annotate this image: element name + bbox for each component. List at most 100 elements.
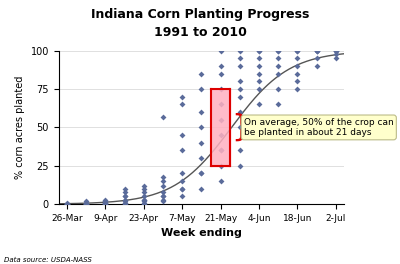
Point — [236, 164, 243, 168]
Text: Indiana Corn Planting Progress: Indiana Corn Planting Progress — [91, 8, 309, 21]
Point — [179, 171, 185, 176]
Point — [140, 197, 147, 202]
Point — [64, 202, 70, 206]
Point — [121, 197, 128, 202]
Text: }: } — [232, 113, 251, 142]
Point — [121, 199, 128, 203]
Point — [102, 202, 108, 206]
Point — [333, 49, 339, 53]
Point — [275, 49, 281, 53]
Point — [294, 49, 300, 53]
Point — [102, 202, 108, 206]
Point — [236, 79, 243, 83]
Point — [179, 133, 185, 137]
Point — [160, 194, 166, 199]
Point — [236, 64, 243, 68]
Point — [102, 201, 108, 205]
Point — [275, 56, 281, 60]
Point — [140, 190, 147, 194]
Point — [140, 202, 147, 206]
Point — [198, 141, 204, 145]
Y-axis label: % corn acres planted: % corn acres planted — [15, 76, 25, 179]
Point — [121, 202, 128, 206]
Point — [294, 64, 300, 68]
Point — [179, 95, 185, 99]
Point — [294, 56, 300, 60]
Point — [198, 156, 204, 160]
Point — [294, 79, 300, 83]
Point — [256, 72, 262, 76]
Point — [121, 190, 128, 194]
Point — [140, 199, 147, 203]
Point — [198, 171, 204, 176]
Point — [256, 64, 262, 68]
Point — [314, 49, 320, 53]
Point — [121, 187, 128, 191]
Point — [160, 115, 166, 119]
Point — [140, 184, 147, 188]
Point — [236, 148, 243, 153]
Point — [102, 199, 108, 203]
Point — [160, 190, 166, 194]
Point — [179, 194, 185, 199]
Point — [160, 199, 166, 203]
Point — [333, 49, 339, 53]
Point — [83, 202, 89, 206]
Point — [179, 187, 185, 191]
Point — [160, 179, 166, 183]
Point — [179, 187, 185, 191]
Point — [256, 118, 262, 122]
Point — [121, 201, 128, 205]
Point — [314, 49, 320, 53]
Point — [160, 175, 166, 179]
Point — [256, 102, 262, 106]
Point — [83, 202, 89, 206]
Point — [236, 95, 243, 99]
Point — [314, 56, 320, 60]
Point — [256, 87, 262, 91]
Point — [217, 72, 224, 76]
Point — [275, 72, 281, 76]
Point — [64, 202, 70, 206]
Point — [217, 164, 224, 168]
Point — [217, 148, 224, 153]
Point — [140, 194, 147, 199]
Point — [275, 87, 281, 91]
Text: 1991 to 2010: 1991 to 2010 — [154, 26, 246, 39]
Point — [217, 148, 224, 153]
Point — [179, 102, 185, 106]
Point — [236, 87, 243, 91]
Point — [333, 56, 339, 60]
Point — [275, 102, 281, 106]
Point — [294, 72, 300, 76]
Point — [160, 197, 166, 202]
Point — [160, 184, 166, 188]
Point — [314, 64, 320, 68]
Point — [64, 202, 70, 206]
X-axis label: Week ending: Week ending — [161, 228, 242, 238]
Point — [294, 49, 300, 53]
Point — [198, 171, 204, 176]
Point — [140, 201, 147, 205]
Point — [217, 179, 224, 183]
Point — [275, 64, 281, 68]
Point — [256, 79, 262, 83]
Point — [294, 87, 300, 91]
Point — [102, 199, 108, 203]
Point — [121, 201, 128, 205]
Point — [83, 199, 89, 203]
Point — [217, 64, 224, 68]
Point — [275, 49, 281, 53]
Point — [64, 202, 70, 206]
Point — [236, 110, 243, 114]
Point — [236, 49, 243, 53]
Point — [83, 202, 89, 206]
Point — [64, 201, 70, 205]
Point — [217, 102, 224, 106]
Point — [217, 49, 224, 53]
Point — [198, 87, 204, 91]
Point — [333, 52, 339, 56]
Text: On average, 50% of the crop can
be planted in about 21 days: On average, 50% of the crop can be plant… — [244, 118, 394, 137]
Point — [121, 194, 128, 199]
Point — [198, 125, 204, 130]
